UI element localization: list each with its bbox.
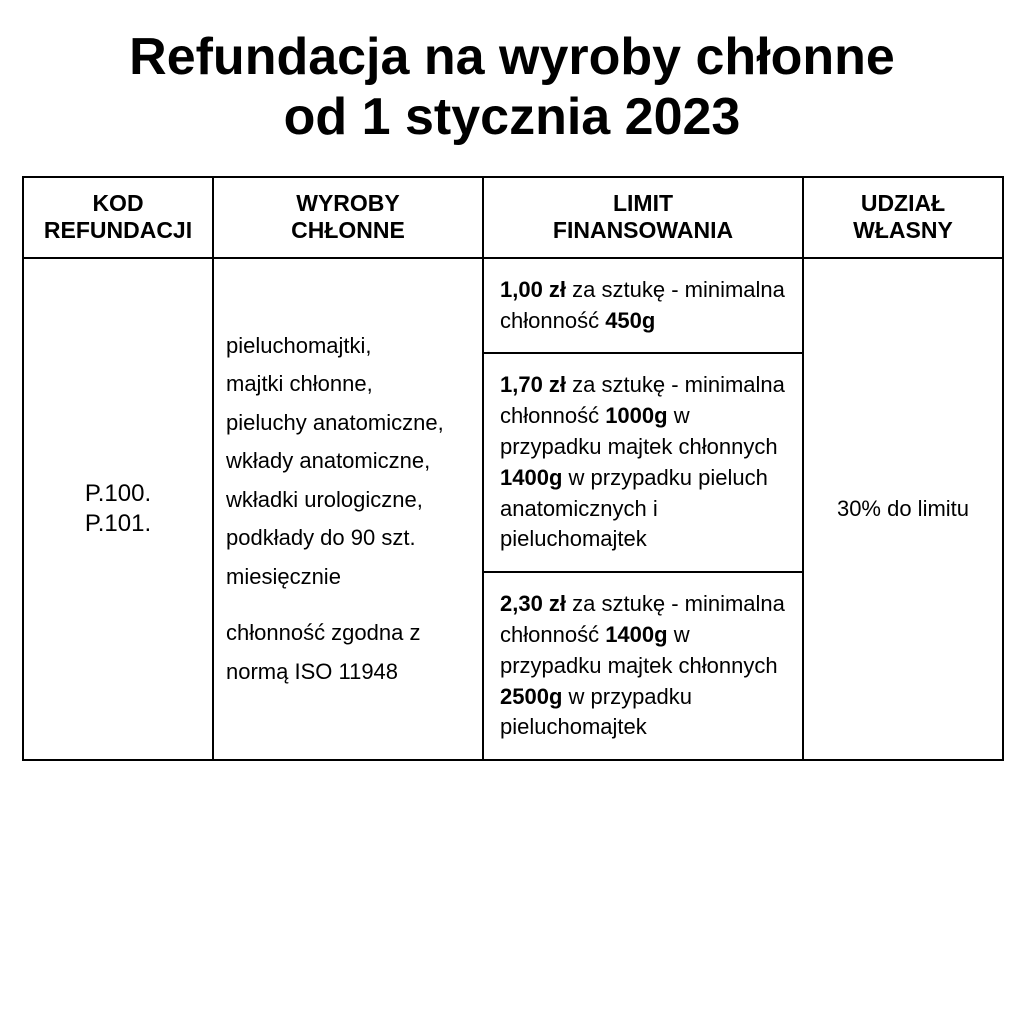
page: Refundacja na wyroby chłonne od 1 styczn… (0, 0, 1024, 1024)
cell-own-share: 30% do limitu (803, 258, 1003, 760)
limit-absorb: 1400g (605, 622, 667, 647)
product-line: wkładki urologiczne, (226, 487, 423, 512)
col-header-products: WYROBY CHŁONNE (213, 177, 483, 258)
product-line: majtki chłonne, (226, 371, 373, 396)
product-line: miesięcznie (226, 564, 341, 589)
col-header-code: KOD REFUNDACJI (23, 177, 213, 258)
cell-limit-3: 2,30 zł za sztukę - minimalna chłonność … (483, 572, 803, 760)
limit-price: 1,70 zł (500, 372, 566, 397)
table-row: P.100. P.101. pieluchomajtki, majtki chł… (23, 258, 1003, 354)
table-header-row: KOD REFUNDACJI WYROBY CHŁONNE LIMIT FINA… (23, 177, 1003, 258)
product-line: pieluchy anatomiczne, (226, 410, 444, 435)
limit-price: 1,00 zł (500, 277, 566, 302)
product-line: chłonność zgodna z (226, 620, 420, 645)
page-title: Refundacja na wyroby chłonne od 1 styczn… (22, 28, 1002, 148)
product-line: podkłady do 90 szt. (226, 525, 416, 550)
limit-absorb: 1400g (500, 465, 562, 490)
cell-products: pieluchomajtki, majtki chłonne, pieluchy… (213, 258, 483, 760)
limit-absorb: 1000g (605, 403, 667, 428)
product-line: pieluchomajtki, (226, 333, 372, 358)
limit-absorb: 450g (605, 308, 655, 333)
spacer (226, 596, 470, 614)
product-line: normą ISO 11948 (226, 659, 398, 684)
product-line: wkłady anatomiczne, (226, 448, 430, 473)
cell-limit-2: 1,70 zł za sztukę - minimalna chłonność … (483, 353, 803, 572)
refund-table: KOD REFUNDACJI WYROBY CHŁONNE LIMIT FINA… (22, 176, 1004, 762)
col-header-limit: LIMIT FINANSOWANIA (483, 177, 803, 258)
limit-absorb: 2500g (500, 684, 562, 709)
limit-price: 2,30 zł (500, 591, 566, 616)
cell-limit-1: 1,00 zł za sztukę - minimalna chłonność … (483, 258, 803, 354)
cell-code: P.100. P.101. (23, 258, 213, 760)
col-header-own: UDZIAŁ WŁASNY (803, 177, 1003, 258)
